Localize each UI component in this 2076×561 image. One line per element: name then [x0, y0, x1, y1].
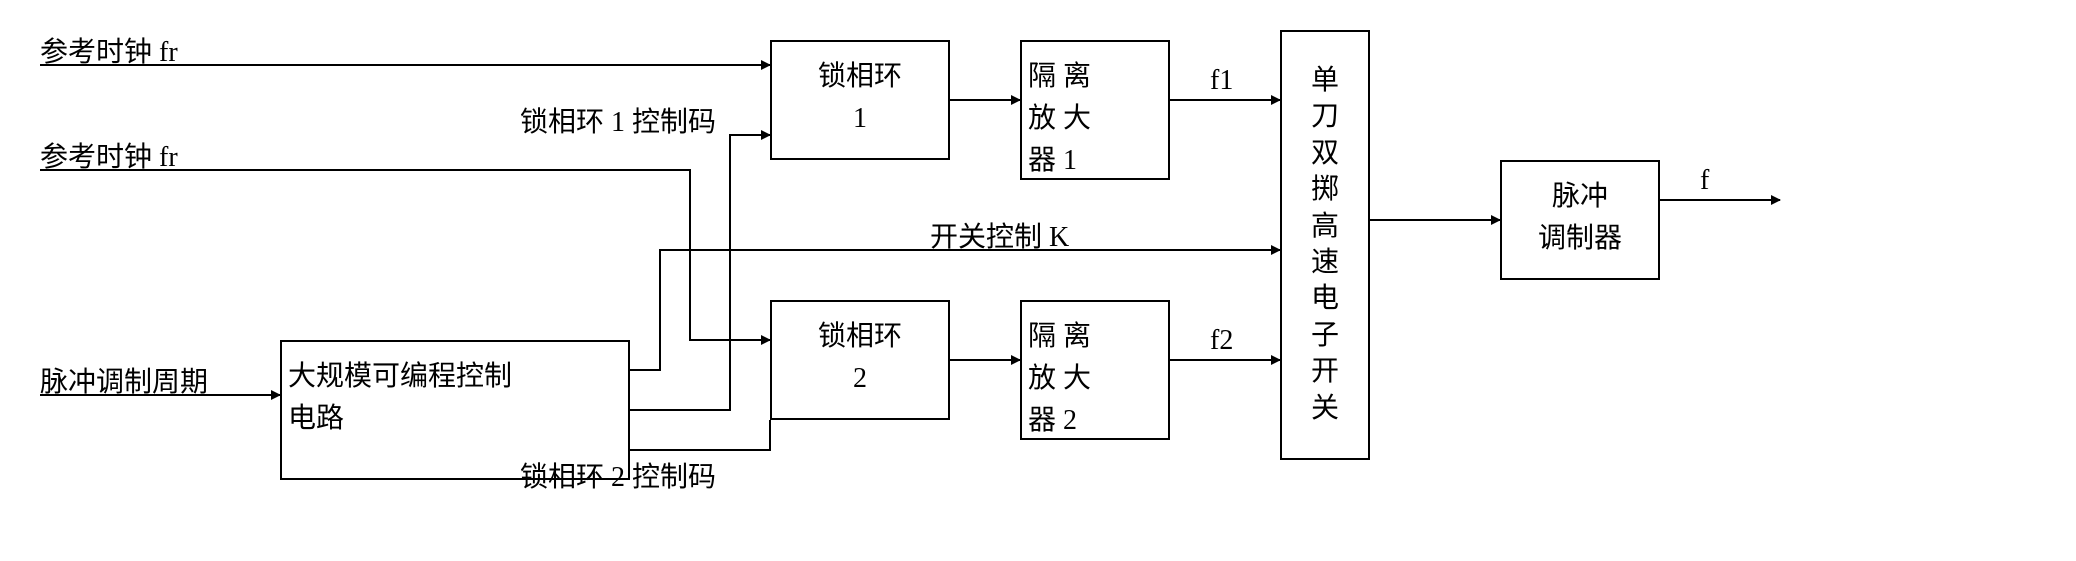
f-out-label: f: [1700, 165, 1709, 197]
ref-clk1-label: 参考时钟 fr: [40, 30, 178, 70]
switch-ctrl-label: 开关控制 K: [930, 215, 1069, 255]
modulator-box: 脉冲调制器: [1500, 160, 1660, 280]
f1-label: f1: [1210, 65, 1233, 97]
amp2-box: 隔 离放 大器 2: [1020, 300, 1170, 440]
amp1-box: 隔 离放 大器 1: [1020, 40, 1170, 180]
switch-box: 单刀双掷高速电子开关: [1280, 30, 1370, 460]
pll2-box: 锁相环2: [770, 300, 950, 420]
pll1-code-label: 锁相环 1 控制码: [520, 100, 716, 140]
ref-clk2-label: 参考时钟 fr: [40, 135, 178, 175]
pulse-period-label: 脉冲调制周期: [40, 360, 208, 400]
pll2-code-label: 锁相环 2 控制码: [520, 455, 716, 495]
pll1-box: 锁相环1: [770, 40, 950, 160]
f2-label: f2: [1210, 325, 1233, 357]
diagram-canvas: 大规模可编程控制电路 锁相环1 锁相环2 隔 离放 大器 1 隔 离放 大器 2…: [20, 20, 2056, 541]
